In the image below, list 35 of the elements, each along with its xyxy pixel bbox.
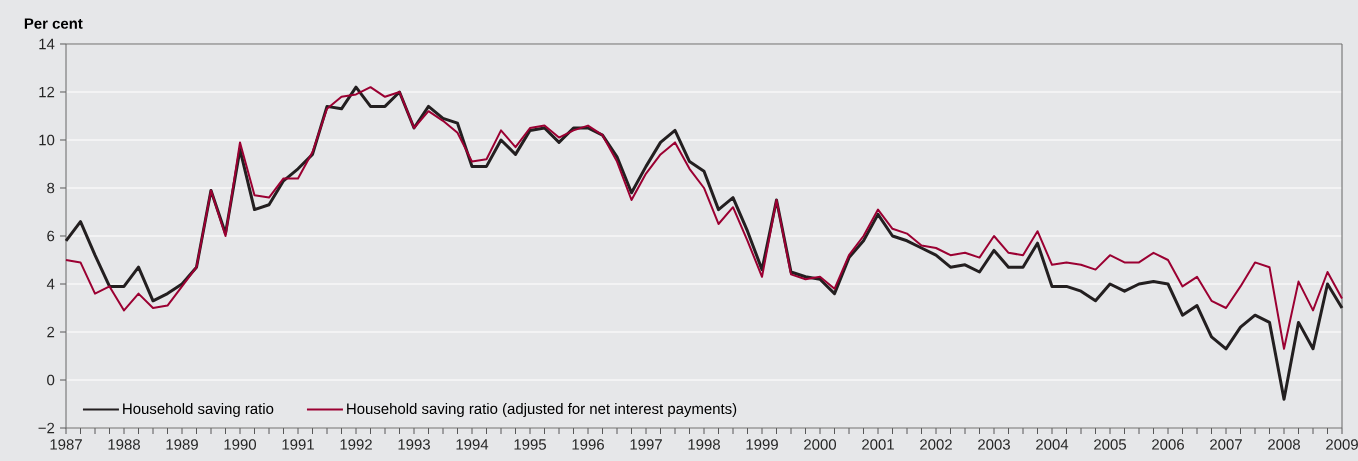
x-tick-label: 1995 (514, 439, 546, 450)
y-tick-label: 14 (39, 38, 55, 50)
legend-label: Household saving ratio (123, 403, 274, 417)
x-tick-label: 1996 (572, 439, 604, 450)
x-tick-label: 2002 (920, 439, 952, 450)
y-axis-title: Per cent (24, 18, 83, 29)
x-tick-label: 1993 (398, 439, 430, 450)
x-tick-label: 2004 (1036, 439, 1069, 450)
x-tick-label: 1997 (630, 439, 662, 450)
y-tick-label: −2 (38, 422, 55, 434)
y-tick-label: 4 (46, 278, 55, 290)
x-tick-label: 1989 (166, 439, 198, 450)
y-tick-label: 12 (39, 86, 55, 98)
x-tick-label: 1992 (340, 439, 372, 450)
x-tick-label: 1988 (108, 439, 140, 450)
y-tick-label: 6 (47, 230, 55, 242)
x-tick-label: 2007 (1210, 439, 1242, 450)
y-tick-label: 0 (47, 374, 55, 386)
y-tick-label: 2 (47, 326, 55, 338)
x-tick-label: 2008 (1268, 439, 1300, 450)
y-tick-label: 10 (39, 134, 55, 146)
legend-label: Household saving ratio (adjusted for net interest payments) (347, 403, 737, 417)
x-tick-label: 1998 (688, 439, 720, 450)
x-tick-label: 1987 (50, 439, 82, 450)
x-tick-label: 2005 (1094, 439, 1126, 450)
x-tick-label: 1991 (282, 439, 314, 450)
x-tick-label: 1999 (746, 439, 778, 450)
x-tick-label: 2000 (804, 439, 837, 450)
x-tick-label: 2006 (1152, 439, 1184, 450)
x-tick-label: 1994 (456, 439, 489, 450)
x-tick-label: 1990 (224, 439, 257, 450)
x-tick-label: 2003 (978, 439, 1010, 450)
y-tick-label: 8 (47, 182, 55, 194)
x-tick-label: 2001 (862, 439, 894, 450)
x-tick-label: 2009 (1326, 439, 1358, 450)
